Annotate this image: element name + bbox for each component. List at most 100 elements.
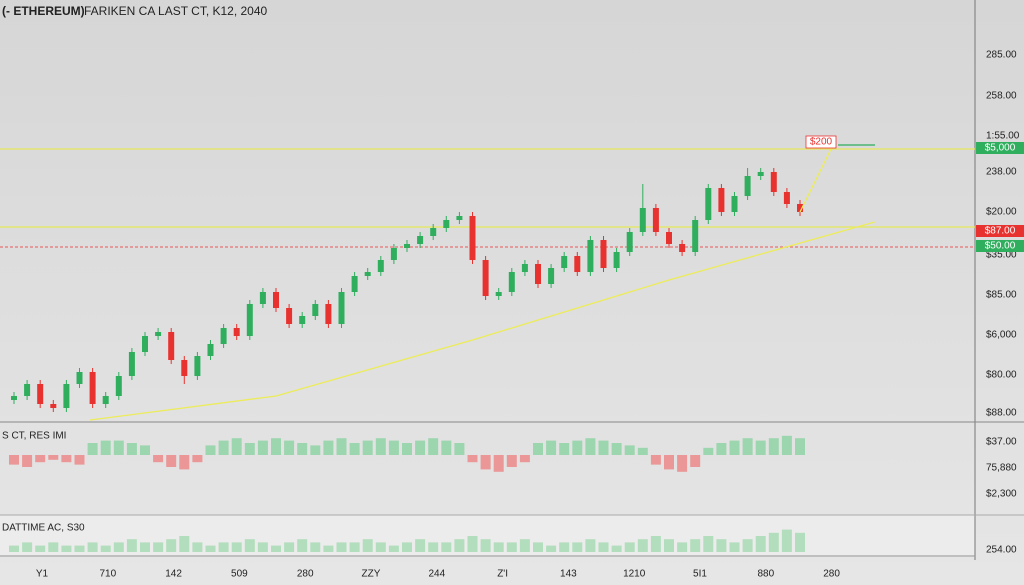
- candle-body: [246, 304, 253, 336]
- indicator-bar: [297, 443, 308, 455]
- indicator-bar: [650, 536, 661, 552]
- indicator-bar: [35, 455, 46, 463]
- candle-body: [561, 256, 568, 268]
- candle-body: [325, 304, 332, 324]
- indicator-bar: [703, 536, 714, 552]
- indicator-bar: [611, 443, 622, 455]
- candle-body: [168, 332, 175, 360]
- indicator-bar: [271, 438, 281, 455]
- candle-body: [299, 316, 306, 324]
- price-label: 1:55.00: [986, 131, 1020, 142]
- indicator-bar: [755, 536, 766, 552]
- candle-body: [142, 336, 148, 352]
- x-label: Y1: [36, 569, 49, 580]
- indicator-bar: [310, 542, 321, 552]
- indicator-bar: [336, 438, 347, 455]
- candle-body: [312, 304, 319, 316]
- indicator-bar: [454, 539, 465, 552]
- indicator-bar: [664, 455, 674, 470]
- indicator-bar: [795, 438, 805, 455]
- x-label: 1210: [623, 569, 646, 580]
- candle-body: [128, 352, 135, 376]
- candle-body: [417, 236, 424, 244]
- indicator-bar: [493, 542, 504, 552]
- indicator-bar: [205, 445, 216, 455]
- indicator-bar: [755, 440, 766, 455]
- x-label: 5I1: [693, 569, 707, 580]
- indicator-bar: [519, 455, 530, 463]
- candle-body: [508, 272, 515, 292]
- indicator-bar: [467, 536, 478, 552]
- chart-title: FARIKEN CA LAST CT, K12, 2040: [84, 4, 268, 18]
- candle-body: [718, 188, 725, 212]
- indicator-bar: [323, 545, 334, 552]
- indicator-bar: [677, 542, 688, 552]
- indicator-bar: [493, 455, 504, 472]
- candle-body: [652, 208, 659, 232]
- indicator-bar: [48, 542, 59, 552]
- indicator-bar: [742, 438, 753, 455]
- indicator-bar: [533, 443, 543, 455]
- indicator-bar: [35, 545, 46, 552]
- price-label: $88.00: [986, 408, 1017, 419]
- indicator-bar: [153, 455, 164, 463]
- candle-body: [666, 232, 672, 244]
- indicator-bar: [441, 440, 452, 455]
- indicator-bar: [192, 455, 203, 463]
- x-label: 244: [428, 569, 445, 580]
- price-label: $80.00: [986, 370, 1017, 381]
- indicator-bar: [402, 443, 412, 455]
- candle-body: [692, 220, 699, 252]
- indicator-bar: [9, 455, 19, 465]
- price-tag-label: $50.00: [985, 241, 1016, 252]
- indicator-bar: [729, 440, 740, 455]
- panel-axis-label: $2,300: [986, 489, 1017, 500]
- candle-body: [757, 172, 764, 176]
- indicator-bar: [533, 542, 543, 552]
- price-label: $35.00: [986, 250, 1017, 261]
- indicator-bar: [257, 440, 268, 455]
- indicator-bar: [166, 539, 177, 552]
- panel-label: DATTIME AC, S30: [2, 523, 85, 534]
- indicator-bar: [690, 455, 701, 467]
- indicator-bar: [271, 545, 281, 552]
- candle-body: [548, 268, 555, 284]
- indicator-bar: [192, 542, 203, 552]
- indicator-bar: [415, 440, 426, 455]
- indicator-bar: [546, 440, 557, 455]
- indicator-bar: [336, 542, 347, 552]
- indicator-bar: [9, 545, 19, 552]
- candle-body: [770, 172, 777, 192]
- candle-body: [181, 360, 188, 376]
- indicator-bar: [768, 438, 779, 455]
- candle-body: [626, 232, 633, 252]
- indicator-bar: [428, 438, 439, 455]
- candle-body: [390, 248, 397, 260]
- candle-body: [351, 276, 358, 292]
- indicator-bar: [231, 542, 242, 552]
- indicator-bar: [781, 529, 792, 552]
- candle-body: [430, 228, 437, 236]
- symbol: (- ETHEREUM): [2, 4, 85, 18]
- indicator-bar: [362, 440, 373, 455]
- candle-body: [456, 216, 463, 220]
- candle-body: [273, 292, 279, 308]
- candle-body: [705, 188, 712, 220]
- indicator-bar: [519, 539, 530, 552]
- candle-body: [63, 384, 70, 408]
- indicator-bar: [375, 438, 386, 455]
- candle-body: [89, 372, 96, 404]
- indicator-bar: [388, 545, 399, 552]
- indicator-bar: [310, 445, 321, 455]
- indicator-bar: [585, 539, 596, 552]
- indicator-bar: [22, 542, 33, 552]
- indicator-bar: [140, 445, 150, 455]
- candle-body: [286, 308, 293, 324]
- indicator-bar: [480, 539, 491, 552]
- indicator-bar: [572, 542, 583, 552]
- price-tag-label: $87.00: [985, 226, 1016, 237]
- panel-axis-label: 75,880: [986, 463, 1017, 474]
- x-label: 280: [823, 569, 840, 580]
- indicator-bar: [677, 455, 688, 472]
- candle-body: [115, 376, 122, 396]
